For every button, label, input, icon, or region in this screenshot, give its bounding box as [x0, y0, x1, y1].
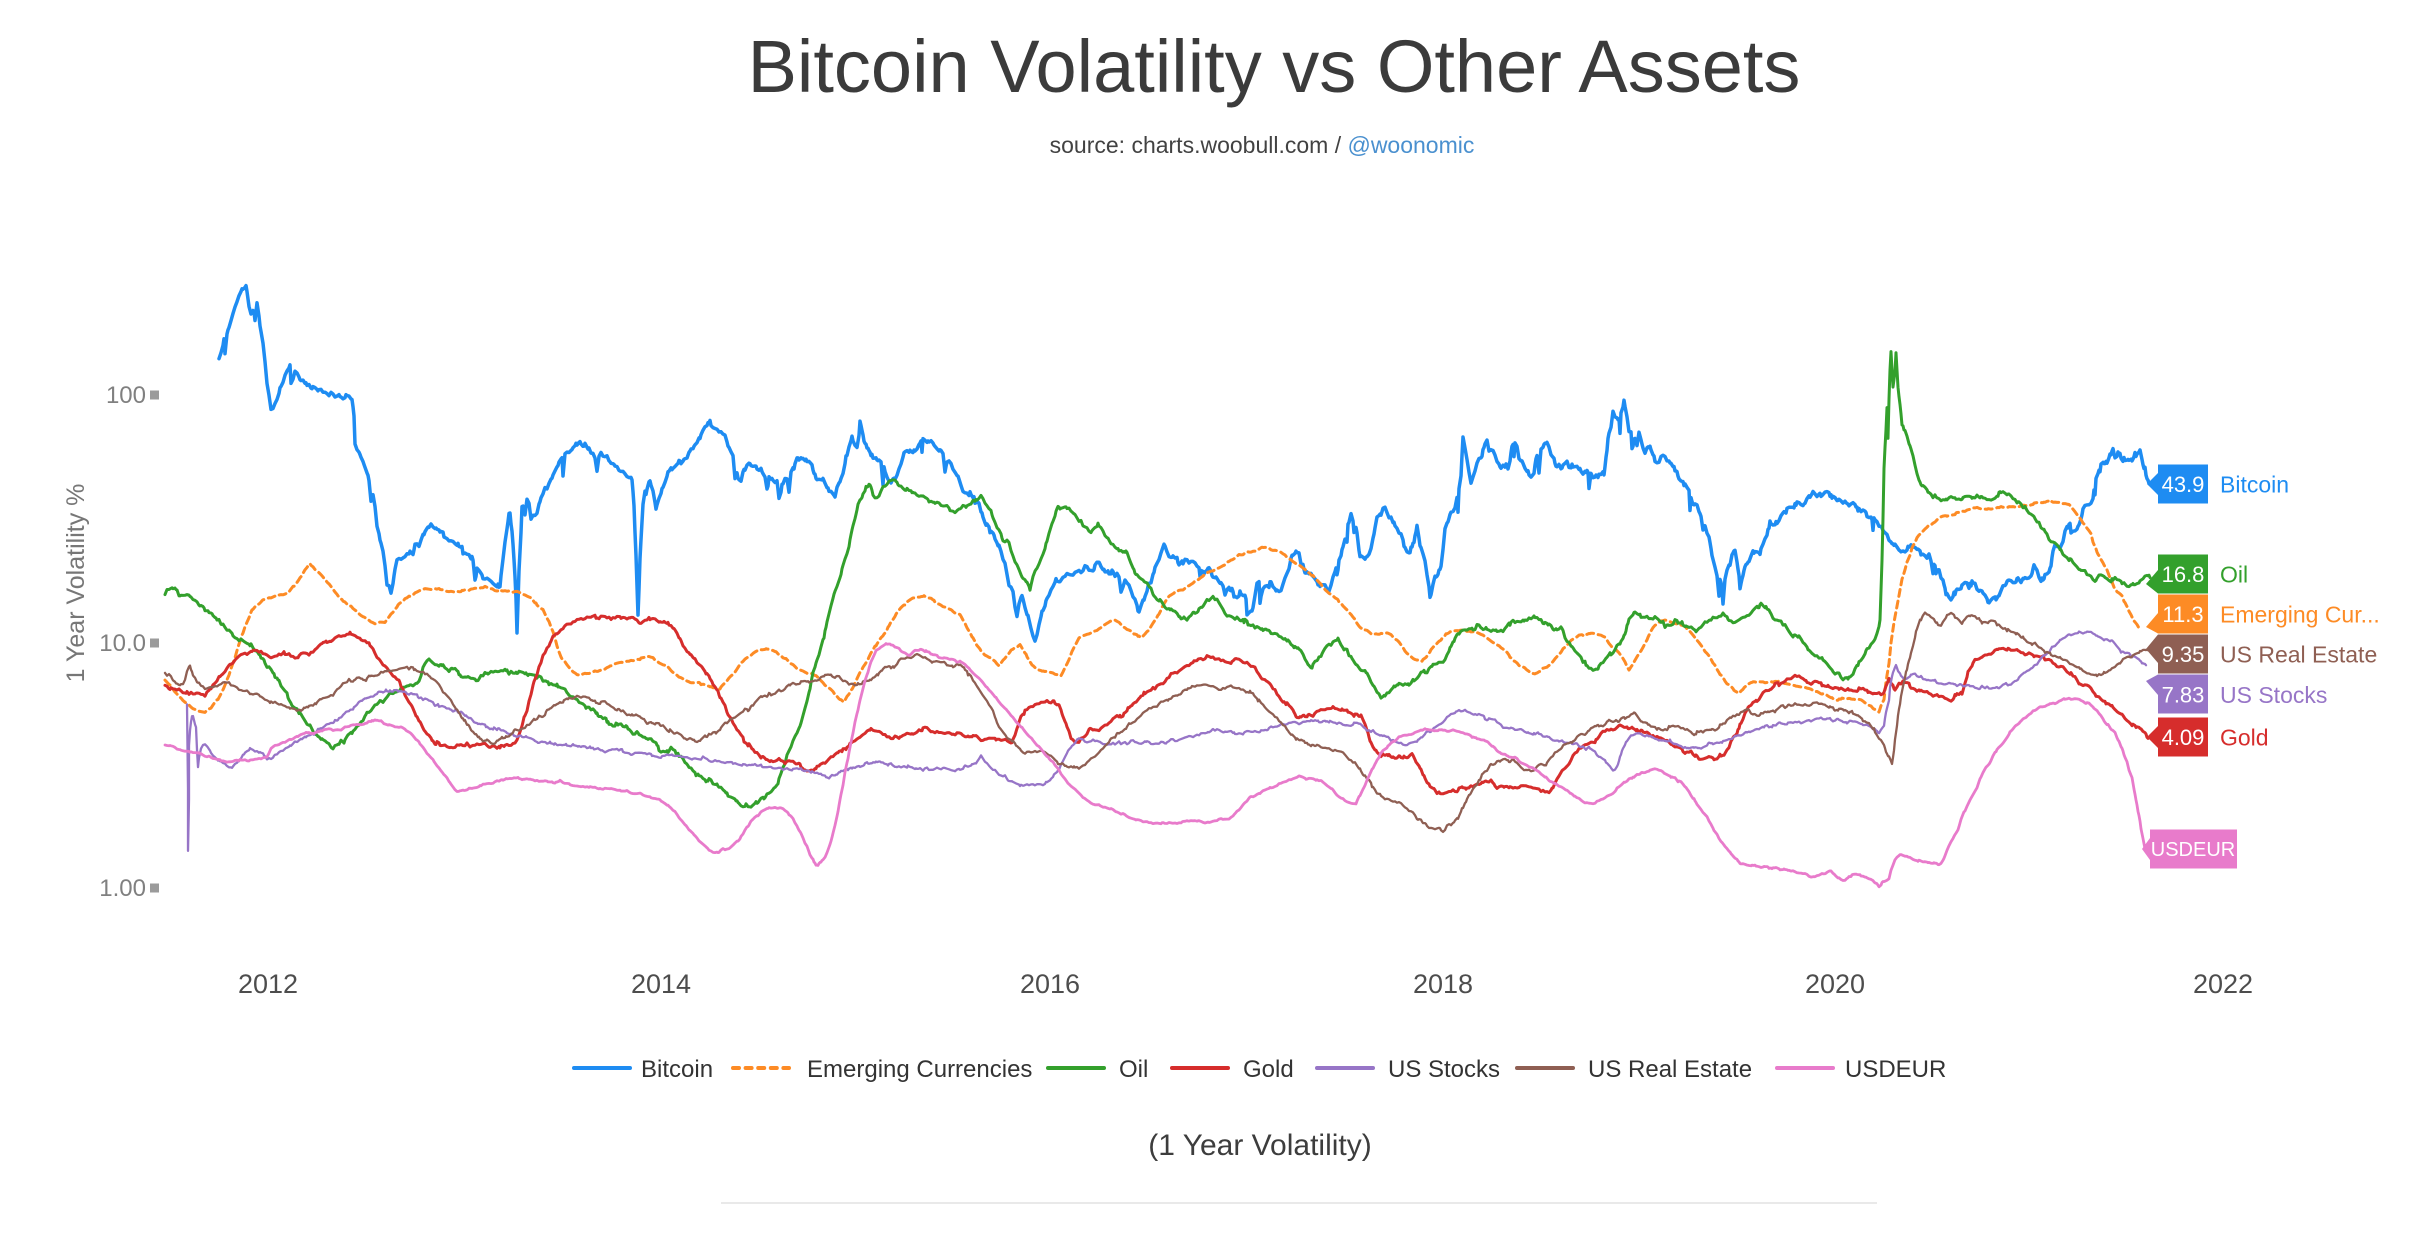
svg-text:Oil: Oil	[1119, 1056, 1148, 1083]
svg-text:4.09: 4.09	[2162, 725, 2205, 750]
svg-text:16.8: 16.8	[2162, 562, 2205, 587]
svg-text:USDEUR: USDEUR	[1845, 1056, 1946, 1083]
svg-text:7.83: 7.83	[2162, 683, 2205, 708]
svg-text:USDEUR: USDEUR	[2151, 839, 2235, 861]
svg-text:1 Year Volatility %: 1 Year Volatility %	[62, 484, 90, 683]
svg-text:2012: 2012	[238, 969, 298, 999]
svg-text:source: charts.woobull.com / @: source: charts.woobull.com / @woonomic	[1050, 132, 1475, 158]
svg-text:Bitcoin: Bitcoin	[2220, 472, 2289, 498]
svg-text:Emerging Cur...: Emerging Cur...	[2220, 602, 2380, 628]
svg-text:10.0: 10.0	[99, 630, 146, 657]
svg-text:Bitcoin Volatility vs Other As: Bitcoin Volatility vs Other Assets	[748, 25, 1801, 108]
svg-text:US Stocks: US Stocks	[2220, 682, 2327, 708]
svg-text:US Real Estate: US Real Estate	[2220, 642, 2377, 668]
svg-text:2018: 2018	[1413, 969, 1473, 999]
svg-text:2020: 2020	[1805, 969, 1865, 999]
svg-text:Emerging Currencies: Emerging Currencies	[807, 1056, 1032, 1083]
svg-text:100: 100	[106, 382, 146, 409]
svg-text:US Stocks: US Stocks	[1388, 1056, 1500, 1083]
svg-text:Gold: Gold	[1243, 1056, 1294, 1083]
svg-text:1.00: 1.00	[99, 875, 146, 902]
svg-text:Oil: Oil	[2220, 562, 2248, 588]
svg-text:Gold: Gold	[2220, 725, 2269, 751]
svg-text:(1 Year Volatility): (1 Year Volatility)	[1148, 1129, 1371, 1162]
svg-text:2022: 2022	[2193, 969, 2253, 999]
svg-text:11.3: 11.3	[2162, 602, 2203, 627]
svg-text:2014: 2014	[631, 969, 691, 999]
svg-text:9.35: 9.35	[2162, 642, 2205, 667]
svg-text:Bitcoin: Bitcoin	[641, 1056, 713, 1083]
svg-text:US Real Estate: US Real Estate	[1588, 1056, 1752, 1083]
svg-text:43.9: 43.9	[2162, 472, 2205, 497]
svg-text:2016: 2016	[1020, 969, 1080, 999]
